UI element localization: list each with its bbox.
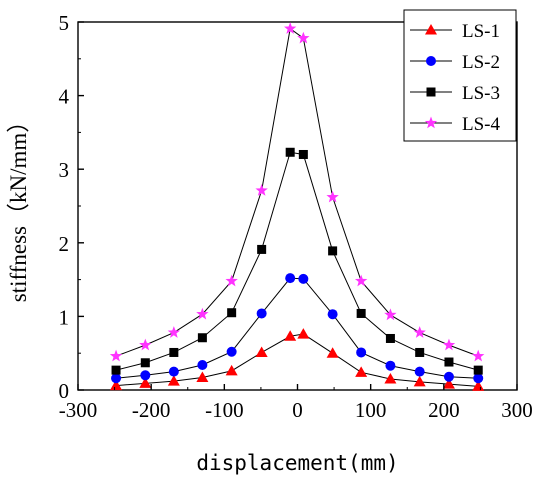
data-point — [354, 274, 368, 287]
data-point — [140, 358, 150, 368]
legend-box — [403, 9, 517, 142]
data-point — [442, 338, 456, 351]
data-point — [444, 357, 454, 367]
data-point — [385, 360, 396, 371]
data-point — [139, 377, 152, 388]
data-point — [326, 190, 339, 203]
y-tick-label: 2 — [59, 232, 70, 256]
data-point — [473, 365, 483, 375]
data-point — [297, 31, 310, 44]
data-point — [443, 371, 454, 382]
data-point — [197, 333, 207, 343]
y-tick-label: 0 — [59, 379, 70, 403]
data-point — [384, 372, 397, 384]
data-point — [472, 349, 485, 362]
data-point — [413, 326, 426, 338]
data-point — [328, 246, 338, 256]
legend-marker — [426, 56, 436, 66]
data-point — [297, 328, 310, 339]
data-point — [285, 273, 296, 284]
series-LS-1 — [110, 328, 485, 391]
y-tick-label: 5 — [59, 11, 70, 35]
data-point — [356, 308, 366, 318]
data-point — [139, 338, 152, 351]
legend-item: LS-2 — [410, 52, 500, 73]
series-LS-3 — [111, 147, 483, 375]
data-point — [140, 370, 151, 381]
data-point — [442, 378, 455, 389]
x-tick-label: -200 — [132, 398, 171, 422]
plot-area — [77, 21, 518, 391]
data-point — [168, 366, 179, 377]
x-tick-label: 200 — [428, 398, 460, 422]
legend-item: LS-3 — [410, 83, 500, 104]
legend-marker — [425, 24, 437, 35]
series-LS-4 — [109, 22, 485, 362]
x-tick-label: 100 — [355, 398, 387, 422]
data-point — [111, 373, 122, 384]
data-point — [326, 347, 339, 358]
data-point — [255, 346, 268, 357]
y-axis-title: stiffness（kN/mm） — [6, 110, 31, 303]
legend-marker — [426, 87, 436, 97]
legend-label: LS-1 — [462, 21, 500, 42]
data-point — [284, 22, 297, 34]
y-tick-label: 3 — [59, 158, 70, 182]
legend-label: LS-4 — [462, 114, 501, 135]
data-point — [109, 349, 123, 362]
legend-label: LS-2 — [462, 52, 500, 73]
data-point — [167, 375, 180, 386]
data-point — [356, 347, 367, 358]
data-point — [167, 326, 181, 338]
data-point — [385, 333, 395, 343]
series-line — [115, 151, 479, 371]
series-line — [116, 277, 479, 379]
data-point — [225, 364, 238, 376]
axis-ticks: -300 -200 -100 0 100 200 300 0 1 2 3 4 5 — [59, 11, 533, 422]
x-tick-label: -300 — [59, 398, 98, 422]
data-point — [284, 330, 297, 341]
series-line — [115, 27, 479, 357]
x-tick-label: -100 — [205, 398, 244, 422]
data-point — [110, 379, 123, 391]
series-LS-2 — [111, 273, 484, 384]
data-point — [227, 308, 237, 318]
x-axis-title: displacement(mm) — [196, 451, 398, 475]
x-tick-label: 0 — [292, 398, 303, 422]
data-point — [473, 373, 484, 384]
data-point — [111, 365, 121, 375]
data-point — [384, 308, 397, 321]
data-point — [257, 244, 267, 254]
data-point — [298, 273, 309, 284]
data-point — [414, 366, 425, 377]
data-point — [196, 307, 209, 320]
legend-item: LS-4 — [410, 114, 501, 135]
data-point — [225, 274, 238, 287]
legend-marker — [424, 116, 438, 129]
legend-item: LS-1 — [410, 21, 500, 42]
data-point — [355, 366, 368, 377]
series-line — [116, 333, 479, 387]
data-point — [169, 347, 179, 357]
data-point — [256, 308, 267, 319]
legend-label: LS-3 — [462, 83, 500, 104]
data-point — [415, 347, 425, 357]
data-point — [327, 309, 338, 320]
y-tick-label: 4 — [59, 85, 70, 109]
legend: LS-1 LS-2 LS-3 LS-4 — [403, 9, 517, 142]
x-tick-label: 300 — [501, 398, 533, 422]
data-point — [197, 359, 208, 370]
y-tick-label: 1 — [59, 305, 70, 329]
data-point — [226, 346, 237, 357]
data-point — [472, 380, 485, 391]
data-point — [255, 184, 268, 196]
data-point — [413, 375, 426, 387]
data-point — [196, 371, 209, 382]
data-point — [298, 149, 308, 159]
data-point — [285, 147, 295, 157]
